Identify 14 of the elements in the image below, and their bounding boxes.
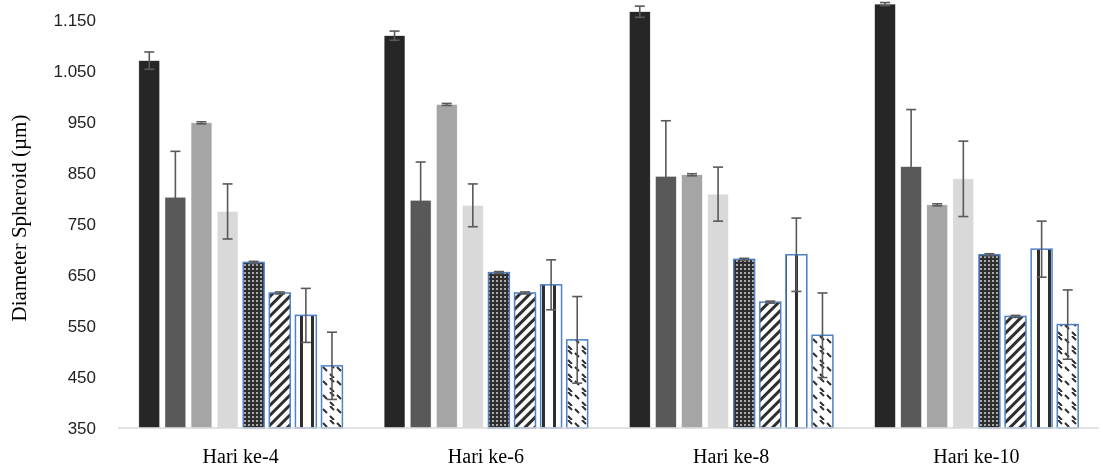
y-tick-label: 450 (67, 368, 96, 387)
y-tick-label: 1.150 (53, 11, 96, 31)
x-tick-label: Hari ke-8 (693, 445, 770, 467)
y-tick-label: 650 (67, 266, 96, 286)
y-tick-label: 850 (67, 164, 96, 184)
y-tick-label: 1.050 (53, 62, 96, 82)
x-tick-label: Hari ke-10 (933, 445, 1020, 467)
x-tick-label: Hari ke-4 (202, 445, 279, 467)
y-tick-label: 750 (67, 215, 96, 235)
y-axis-title: Diameter Spheroid (µm) (7, 114, 31, 322)
y-tick-label: 350 (67, 418, 96, 438)
y-tick-label: 950 (67, 113, 96, 133)
x-tick-label: Hari ke-6 (447, 445, 524, 467)
y-tick-label: 550 (67, 317, 96, 337)
